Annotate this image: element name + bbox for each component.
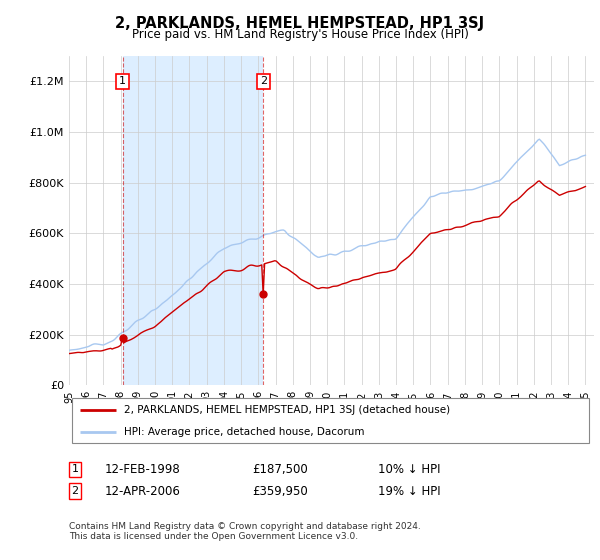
Text: 12-APR-2006: 12-APR-2006 (105, 484, 181, 498)
Text: 2, PARKLANDS, HEMEL HEMPSTEAD, HP1 3SJ: 2, PARKLANDS, HEMEL HEMPSTEAD, HP1 3SJ (115, 16, 485, 31)
Text: HPI: Average price, detached house, Dacorum: HPI: Average price, detached house, Daco… (124, 427, 365, 437)
Text: Price paid vs. HM Land Registry's House Price Index (HPI): Price paid vs. HM Land Registry's House … (131, 28, 469, 41)
Text: 1: 1 (119, 76, 126, 86)
Text: Contains HM Land Registry data © Crown copyright and database right 2024.
This d: Contains HM Land Registry data © Crown c… (69, 522, 421, 542)
Text: 2: 2 (260, 76, 267, 86)
Text: 12-FEB-1998: 12-FEB-1998 (105, 463, 181, 476)
Text: £359,950: £359,950 (252, 484, 308, 498)
Bar (123, 56, 263, 385)
Text: 2: 2 (71, 486, 79, 496)
FancyBboxPatch shape (71, 398, 589, 444)
Text: 10% ↓ HPI: 10% ↓ HPI (378, 463, 440, 476)
Text: 1: 1 (71, 464, 79, 474)
Text: £187,500: £187,500 (252, 463, 308, 476)
Text: 2, PARKLANDS, HEMEL HEMPSTEAD, HP1 3SJ (detached house): 2, PARKLANDS, HEMEL HEMPSTEAD, HP1 3SJ (… (124, 405, 450, 414)
Text: 19% ↓ HPI: 19% ↓ HPI (378, 484, 440, 498)
